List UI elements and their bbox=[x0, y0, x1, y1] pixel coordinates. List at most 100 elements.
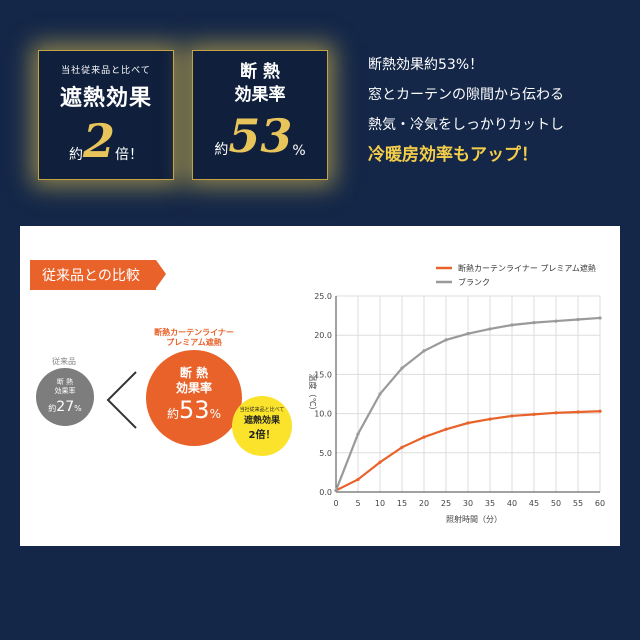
badge1-title: 遮熱効果 bbox=[59, 86, 152, 111]
data-point bbox=[334, 488, 338, 493]
product-value: 53 bbox=[179, 396, 210, 424]
legend-label: ブランク bbox=[458, 277, 490, 287]
data-point bbox=[576, 410, 580, 414]
conventional-circle: 断 熱 効果率 約27% bbox=[36, 368, 94, 426]
badge1-number: 2 bbox=[82, 114, 115, 168]
badge2-prefix: 約 bbox=[214, 142, 229, 158]
feature-line-2: 窓とカーテンの隙間から伝わる bbox=[368, 87, 564, 103]
badge2-value-line: 約53% bbox=[193, 113, 327, 159]
data-point bbox=[356, 432, 360, 436]
conventional-suffix: % bbox=[74, 404, 82, 413]
conventional-prefix: 約 bbox=[48, 404, 57, 413]
data-point bbox=[510, 323, 514, 327]
x-tick-label: 15 bbox=[397, 499, 407, 508]
badge1-caption: 当社従来品と比べて bbox=[61, 66, 151, 76]
badge2-title-line2: 効果率 bbox=[234, 85, 286, 105]
y-tick-label: 0.0 bbox=[319, 488, 332, 497]
less-than-chevron-icon bbox=[106, 371, 137, 429]
y-tick-label: 5.0 bbox=[319, 449, 332, 458]
x-tick-label: 20 bbox=[419, 499, 429, 508]
data-point bbox=[400, 445, 404, 449]
product-title-line2: 効果率 bbox=[175, 381, 212, 395]
y-tick-label: 15.0 bbox=[314, 370, 332, 379]
conventional-title-line1: 断 熱 bbox=[56, 378, 74, 386]
badge2-suffix: % bbox=[292, 143, 306, 159]
badge1-prefix: 約 bbox=[68, 147, 83, 163]
x-tick-label: 50 bbox=[551, 499, 561, 508]
chart-series bbox=[334, 316, 602, 493]
x-tick-label: 45 bbox=[529, 499, 539, 508]
product-prefix: 約 bbox=[167, 407, 180, 421]
product-label-line1: 断熱カーテンライナー bbox=[154, 328, 234, 337]
data-point bbox=[356, 477, 360, 482]
chart-gridlines bbox=[335, 295, 601, 493]
product-value-line: 約53% bbox=[146, 396, 242, 424]
y-axis-label: 温度（℃） bbox=[308, 374, 318, 415]
feature-description: 断熱効果約53%！ 窓とカーテンの隙間から伝わる 熱気・冷気をしっかりカットし … bbox=[368, 50, 564, 170]
data-point bbox=[598, 316, 602, 320]
data-point bbox=[466, 332, 470, 336]
data-point bbox=[422, 435, 426, 439]
x-tick-label: 25 bbox=[441, 499, 451, 508]
product-label: 断熱カーテンライナー プレミアム遮熱 bbox=[138, 328, 250, 348]
data-point bbox=[466, 421, 470, 425]
data-point bbox=[554, 319, 558, 323]
data-point bbox=[378, 460, 382, 464]
data-point bbox=[422, 349, 426, 353]
double-effect-circle: 当社従来品と比べて 遮熱効果 2倍！ bbox=[232, 396, 292, 456]
data-point bbox=[532, 321, 536, 325]
data-point bbox=[576, 317, 580, 322]
x-tick-label: 35 bbox=[485, 499, 495, 508]
badge2-title-line1: 断 熱 bbox=[240, 62, 280, 82]
y-tick-label: 25.0 bbox=[314, 292, 332, 301]
badge1-suffix: 倍！ bbox=[115, 147, 143, 163]
data-point bbox=[378, 392, 382, 396]
feature-line-3: 熱気・冷気をしっかりカットし bbox=[368, 117, 564, 133]
data-point bbox=[444, 427, 448, 431]
x-tick-label: 60 bbox=[595, 499, 605, 508]
x-tick-label: 40 bbox=[507, 499, 517, 508]
data-point bbox=[488, 417, 492, 421]
y-tick-label: 10.0 bbox=[314, 410, 332, 419]
conventional-label: 従来品 bbox=[52, 357, 76, 366]
product-label-line2: プレミアム遮熱 bbox=[166, 338, 222, 347]
conventional-value-line: 約27% bbox=[36, 396, 94, 415]
chart-axes bbox=[335, 296, 600, 493]
product-title-line1: 断 熱 bbox=[179, 366, 209, 380]
comparison-panel: 従来品との比較 従来品 断 熱 効果率 約27% 断熱カーテンライナー プレミア… bbox=[20, 226, 620, 546]
temperature-chart: 0.0 5.0 10.0 15.0 20.0 25.0 0 5 10 15 20 25 30 35 40 45… bbox=[308, 263, 605, 524]
conventional-value: 27 bbox=[56, 399, 75, 415]
double-effect-caption: 当社従来品と比べて bbox=[239, 407, 285, 413]
data-point bbox=[400, 366, 404, 370]
comparison-tag: 従来品との比較 bbox=[30, 260, 166, 290]
data-point bbox=[598, 409, 602, 413]
feature-line-1: 断熱効果約53%！ bbox=[368, 57, 484, 73]
conventional-title: 断 熱 効果率 bbox=[36, 378, 94, 396]
data-point bbox=[444, 338, 448, 342]
feature-highlight: 冷暖房効率もアップ！ bbox=[368, 145, 538, 165]
badge2-number: 53 bbox=[228, 109, 293, 163]
chart-tick-labels: 0.0 5.0 10.0 15.0 20.0 25.0 0 5 10 15 20 25 30 35 40 45… bbox=[314, 292, 605, 508]
data-point bbox=[554, 411, 558, 415]
badge-insulation-rate: 断 熱 効果率 約53% bbox=[192, 50, 328, 180]
x-tick-label: 0 bbox=[333, 499, 338, 508]
x-tick-label: 30 bbox=[463, 499, 473, 508]
badge2-title: 断 熱 効果率 bbox=[193, 61, 327, 107]
product-circle: 断 熱 効果率 約53% bbox=[146, 350, 242, 446]
data-point bbox=[532, 412, 536, 416]
badge-insulation-2x: 当社従来品と比べて 遮熱効果 約2倍！ bbox=[38, 50, 174, 180]
legend-label: 断熱カーテンライナー プレミアム遮熱 bbox=[458, 263, 596, 273]
product-suffix: % bbox=[209, 407, 221, 421]
y-tick-label: 20.0 bbox=[314, 331, 332, 340]
data-point bbox=[510, 414, 514, 418]
product-title: 断 熱 効果率 bbox=[146, 366, 242, 396]
double-effect-value: 2倍！ bbox=[248, 430, 276, 441]
x-tick-label: 5 bbox=[355, 499, 360, 508]
x-axis-label: 照射時間（分） bbox=[446, 514, 502, 524]
x-tick-label: 55 bbox=[573, 499, 583, 508]
double-effect-title: 遮熱効果 bbox=[243, 416, 280, 426]
badge1-value-line: 約2倍！ bbox=[39, 118, 173, 164]
data-point bbox=[488, 327, 492, 331]
conventional-title-line2: 効果率 bbox=[54, 387, 76, 395]
